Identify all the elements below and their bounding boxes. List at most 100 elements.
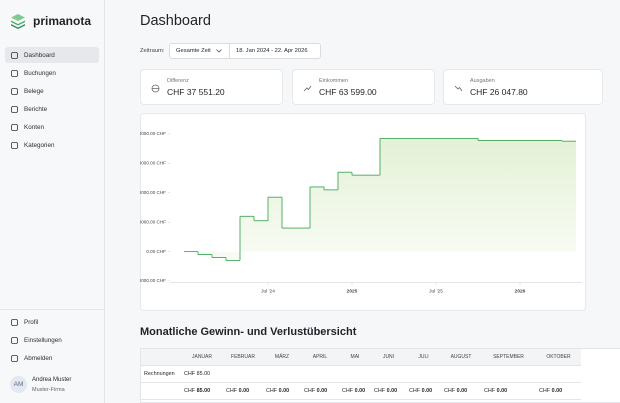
- icon-shape: [151, 84, 160, 93]
- nav-label: Abmelden: [24, 354, 53, 362]
- totals-label-cell: [141, 382, 181, 400]
- total-cell: CHF 0.00: [371, 382, 406, 400]
- icon-shape: [11, 141, 18, 149]
- nav-item[interactable]: Kategorien: [5, 137, 99, 153]
- total-amount: 0.00: [456, 387, 468, 394]
- page-title: Dashboard: [140, 13, 211, 29]
- filter-label: Zeitraum:: [140, 48, 165, 54]
- y-tick-label: 20000.00 CHF: [140, 190, 166, 195]
- total-cell: CHF 0.00: [441, 382, 481, 400]
- table-title: Monatliche Gewinn- und Verlustübersicht: [140, 326, 357, 338]
- stat-card: Ausgaben CHF 26 047.80: [443, 69, 603, 105]
- total-currency: CHF: [444, 387, 456, 394]
- total-currency: CHF: [226, 387, 238, 394]
- table-cell: [339, 365, 371, 383]
- y-tick-label: 0.00 CHF: [146, 249, 166, 254]
- y-tick-label: 40000.00 CHF: [140, 131, 166, 136]
- total-cell: CHF 0.00: [223, 382, 263, 400]
- nav-item[interactable]: Abmelden: [5, 350, 99, 366]
- table-cell: [481, 365, 536, 383]
- total-amount: 0.00: [551, 387, 563, 394]
- total-amount: 0.00: [316, 387, 328, 394]
- user-name: Andrea Muster: [32, 377, 72, 383]
- table-cell: [371, 365, 406, 383]
- nav-item[interactable]: Buchungen: [5, 65, 99, 81]
- nav-icon: [11, 123, 18, 131]
- nav-item[interactable]: Belege: [5, 83, 99, 99]
- stat-card: Einkommen CHF 63 599.00: [292, 69, 435, 105]
- y-tick-label: 10000.00 CHF: [140, 219, 166, 224]
- icon-shape: [11, 105, 18, 113]
- y-tick-label: -10000.00 CHF: [140, 278, 166, 283]
- total-cell: CHF 0.00: [536, 382, 581, 400]
- nav-label: Konten: [24, 123, 44, 131]
- area: [184, 138, 576, 261]
- total-cell: CHF 0.00: [263, 382, 301, 400]
- column-header: OKTOBER: [536, 349, 581, 366]
- divider: [0, 309, 104, 310]
- stat-icon: [303, 85, 312, 92]
- icon-shape: [11, 318, 18, 326]
- header-row: JANUAR FEBRUAR MÄRZ APRIL MAI JUNI JULI AUGUST S…: [141, 349, 581, 366]
- nav-icon: [11, 51, 18, 59]
- user-company: Muster-Firma: [32, 387, 65, 393]
- column-header: JANUAR: [181, 349, 223, 366]
- icon-shape: [11, 336, 18, 344]
- total-currency: CHF: [342, 387, 354, 394]
- logo-icon: [11, 14, 25, 29]
- total-currency: CHF: [484, 387, 496, 394]
- totals-row: CHF 85.00 CHF 0.00 CHF 0.00 CHF 0.00 CHF 0.0…: [141, 382, 581, 400]
- column-header: SEPTEMBER: [481, 349, 536, 366]
- stat-value: CHF 37 551.20: [167, 87, 225, 97]
- nav-icon: [11, 318, 18, 326]
- total-amount: 0.00: [421, 387, 433, 394]
- table-cell: [441, 365, 481, 383]
- total-cell: CHF 0.00: [339, 382, 371, 400]
- total-currency: CHF: [539, 387, 551, 394]
- icon-shape: [11, 123, 18, 131]
- nav-icon: [11, 141, 18, 149]
- column-header: MÄRZ: [263, 349, 301, 366]
- select-text: Gesamte Zeit: [176, 48, 211, 54]
- total-cell: CHF 85.00: [181, 382, 223, 400]
- nav-icon: [11, 336, 18, 344]
- total-cell: CHF 0.00: [406, 382, 441, 400]
- table-cell: [223, 365, 263, 383]
- nav-label: Dashboard: [24, 51, 55, 59]
- table-row: Rechnungen CHF 85.00: [141, 365, 581, 383]
- table-cell: [536, 365, 581, 383]
- chevron: [216, 49, 222, 53]
- nav-icon: [11, 354, 18, 362]
- nav-item[interactable]: Berichte: [5, 101, 99, 117]
- table-cell: [263, 365, 301, 383]
- nav-label: Einstellungen: [24, 336, 62, 344]
- column-header: JULI: [406, 349, 441, 366]
- column-header: MAI: [339, 349, 371, 366]
- icon-shape: [11, 51, 18, 59]
- column-header: APRIL: [301, 349, 339, 366]
- nav-label: Berichte: [24, 105, 48, 113]
- total-currency: CHF: [409, 387, 421, 394]
- chart: 40000.00 CHF 30000.00 CHF 20000.00 CHF 1000…: [140, 131, 582, 294]
- total-amount: 0.00: [238, 387, 250, 394]
- total-amount: 0.00: [354, 387, 366, 394]
- nav-item[interactable]: Einstellungen: [5, 332, 99, 348]
- column-header: FEBRUAR: [223, 349, 263, 366]
- nav-item[interactable]: Konten: [5, 119, 99, 135]
- total-currency: CHF: [374, 387, 386, 394]
- stat-value: CHF 63 599.00: [319, 87, 377, 97]
- icon-shape: [454, 85, 463, 92]
- stat-card: Differenz CHF 37 551.20: [140, 69, 283, 105]
- total-amount: 0.00: [496, 387, 508, 394]
- avatar[interactable]: AM: [10, 376, 27, 393]
- pnl-table: JANUAR FEBRUAR MÄRZ APRIL MAI JUNI JULI AUGUST S…: [141, 349, 581, 400]
- nav-icon: [11, 69, 18, 77]
- nav-item[interactable]: Dashboard: [5, 47, 99, 63]
- stat-label: Einkommen: [319, 78, 349, 84]
- total-currency: CHF: [184, 387, 196, 394]
- date-range[interactable]: 18. Jan 2024 - 22. Apr 2026: [229, 43, 321, 59]
- nav-icon: [11, 87, 18, 95]
- period-select[interactable]: Gesamte Zeit: [169, 43, 230, 59]
- nav-item[interactable]: Profil: [5, 314, 99, 330]
